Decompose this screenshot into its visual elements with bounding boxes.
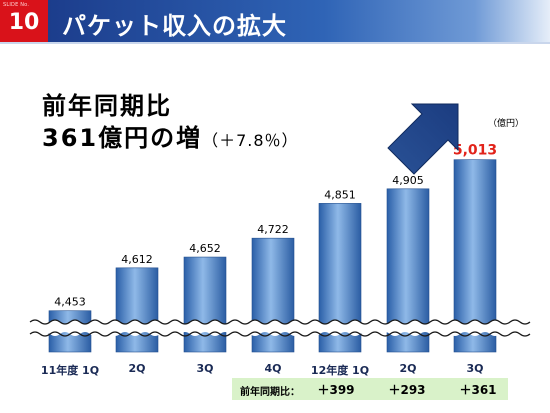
category-label-6: 3Q — [466, 362, 484, 375]
bar-2 — [183, 256, 227, 353]
axis-break-line-1 — [29, 331, 531, 337]
headline-growth-rate: （＋7.8％） — [202, 131, 299, 150]
value-label-6: 5,013 — [453, 143, 497, 159]
headline-yoy-label: 前年同期比 — [42, 92, 172, 120]
slide-header: SLIDE No. 10 パケット収入の拡大 — [0, 0, 550, 44]
header-divider — [0, 42, 550, 44]
title-band — [48, 0, 550, 42]
category-label-0: 11年度 1Q — [40, 364, 100, 377]
trend-arrow-icon — [387, 103, 459, 175]
value-label-2: 4,652 — [189, 242, 221, 255]
slide-number-box: SLIDE No. 10 — [0, 0, 48, 42]
slide-title: パケット収入の拡大 — [62, 12, 287, 40]
headline-increase: 361億円の増（＋7.8％） — [42, 118, 299, 153]
category-label-5: 2Q — [399, 362, 417, 375]
slide-number-label: SLIDE No. — [3, 2, 30, 8]
value-label-3: 4,722 — [257, 223, 289, 236]
yoy-value-12-3q: ＋361 — [459, 383, 497, 397]
chart-unit-label: （億円） — [488, 119, 525, 129]
value-label-5: 4,905 — [392, 174, 424, 187]
category-label-1: 2Q — [128, 362, 146, 375]
axis-break-group — [20, 319, 531, 337]
value-label-1: 4,612 — [121, 253, 153, 266]
category-label-3: 4Q — [264, 362, 282, 375]
bar-1 — [115, 267, 159, 353]
category-label-2: 3Q — [196, 362, 214, 375]
axis-break-line-0 — [29, 319, 531, 325]
value-label-4: 4,851 — [324, 188, 356, 201]
category-label-4: 12年度 1Q — [310, 364, 370, 377]
slide-number: 10 — [8, 10, 40, 35]
value-label-0: 4,453 — [54, 296, 86, 309]
yoy-value-12-2q: ＋293 — [388, 383, 426, 397]
yoy-band — [232, 378, 508, 400]
yoy-label: 前年同期比： — [240, 387, 300, 398]
headline-increase-text: 361億円の増 — [42, 124, 203, 152]
bars-group — [48, 159, 497, 353]
axis-break-band — [20, 320, 530, 336]
value-labels-group: 4,453 4,612 4,652 4,722 4,851 4,905 5,013 — [54, 143, 497, 309]
yoy-value-12-1q: ＋399 — [317, 383, 355, 397]
